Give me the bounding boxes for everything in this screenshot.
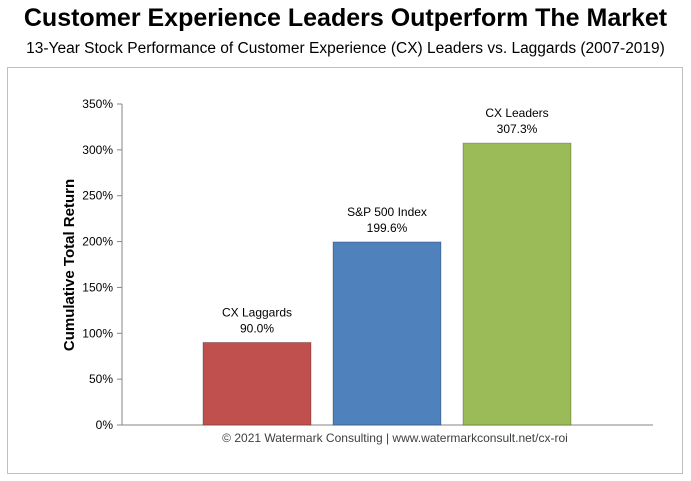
y-tick-label: 300% bbox=[82, 143, 113, 157]
bar-value-label: 90.0% bbox=[240, 321, 274, 335]
y-tick-label: 100% bbox=[82, 326, 113, 340]
bar bbox=[462, 142, 572, 426]
y-ticks: 0% 50% 100% 150% 200% 250% 300% 350% bbox=[82, 97, 122, 432]
bars bbox=[202, 142, 572, 426]
chart-title: Customer Experience Leaders Outperform T… bbox=[23, 4, 668, 32]
chart-subtitle: 13-Year Stock Performance of Customer Ex… bbox=[26, 40, 665, 57]
bar-value-label: 307.3% bbox=[497, 122, 538, 136]
y-tick-label: 200% bbox=[82, 235, 113, 249]
bar-value-label: 199.6% bbox=[367, 221, 408, 235]
bar-category-label: S&P 500 Index bbox=[347, 205, 427, 219]
bar-category-label: CX Laggards bbox=[222, 305, 292, 319]
y-axis-label: Cumulative Total Return bbox=[61, 179, 78, 351]
bar bbox=[202, 341, 312, 426]
chart-frame bbox=[7, 67, 683, 474]
bar-labels: CX Laggards 90.0% S&P 500 Index 199.6% CX Le… bbox=[222, 106, 549, 335]
y-tick-label: 150% bbox=[82, 280, 113, 294]
bar bbox=[332, 241, 442, 426]
y-tick-label: 250% bbox=[82, 189, 113, 203]
y-tick-label: 350% bbox=[82, 97, 113, 111]
y-tick-label: 50% bbox=[89, 372, 113, 386]
credit-text: © 2021 Watermark Consulting | www.waterm… bbox=[222, 431, 568, 445]
y-tick-label: 0% bbox=[96, 418, 114, 432]
bar-category-label: CX Leaders bbox=[485, 106, 548, 120]
